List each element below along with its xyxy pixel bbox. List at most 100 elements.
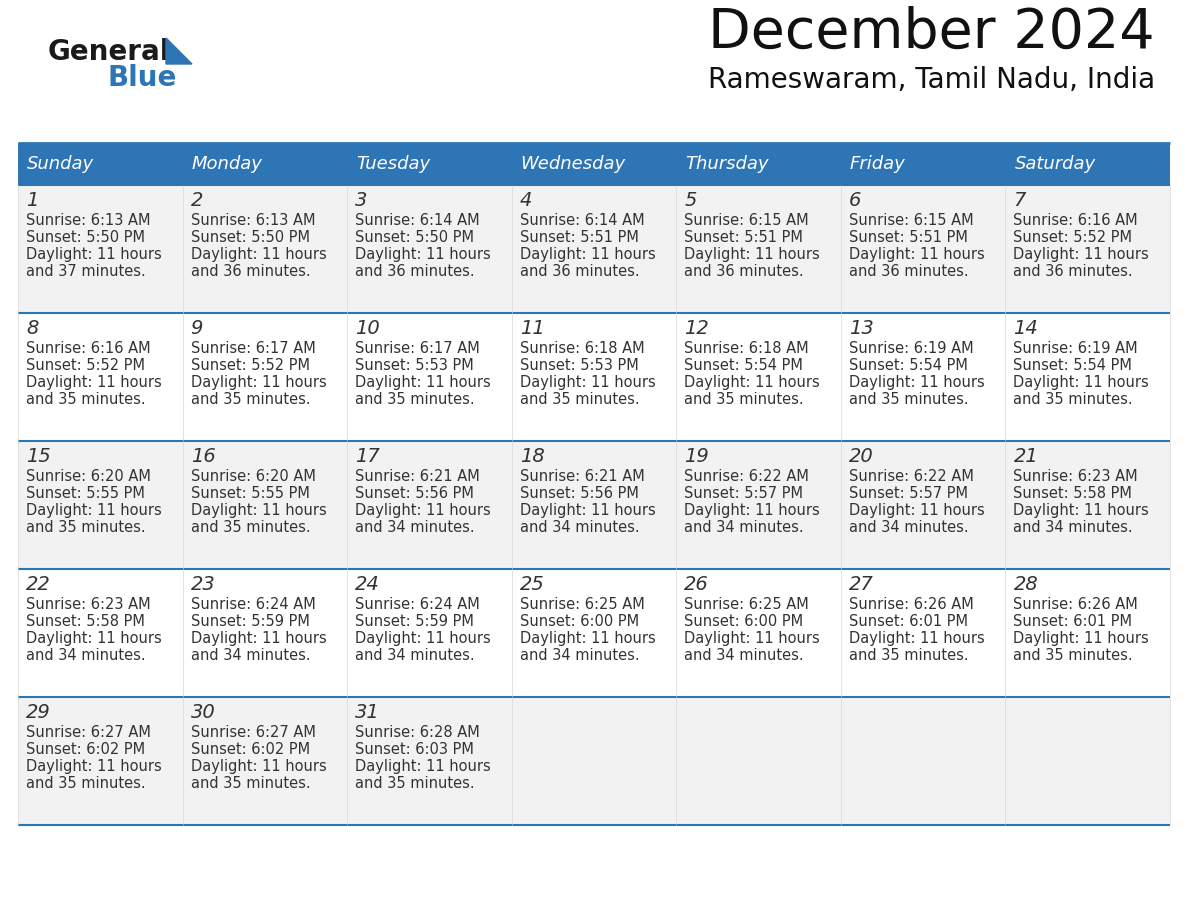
Text: Sunset: 5:57 PM: Sunset: 5:57 PM bbox=[684, 486, 803, 501]
Text: and 34 minutes.: and 34 minutes. bbox=[190, 648, 310, 663]
Text: Sunrise: 6:26 AM: Sunrise: 6:26 AM bbox=[849, 597, 974, 612]
Text: Daylight: 11 hours: Daylight: 11 hours bbox=[849, 503, 985, 518]
Text: Sunrise: 6:17 AM: Sunrise: 6:17 AM bbox=[355, 341, 480, 356]
Text: 10: 10 bbox=[355, 319, 380, 338]
Bar bbox=[512, 143, 676, 185]
Text: and 35 minutes.: and 35 minutes. bbox=[519, 392, 639, 407]
Text: 23: 23 bbox=[190, 575, 215, 594]
Text: 17: 17 bbox=[355, 447, 380, 466]
Text: Sunrise: 6:23 AM: Sunrise: 6:23 AM bbox=[26, 597, 151, 612]
Text: 29: 29 bbox=[26, 703, 51, 722]
Text: Daylight: 11 hours: Daylight: 11 hours bbox=[190, 247, 327, 262]
Text: 14: 14 bbox=[1013, 319, 1038, 338]
Text: Daylight: 11 hours: Daylight: 11 hours bbox=[519, 503, 656, 518]
Text: and 34 minutes.: and 34 minutes. bbox=[519, 648, 639, 663]
Text: Sunset: 5:59 PM: Sunset: 5:59 PM bbox=[190, 614, 309, 629]
Text: Sunset: 6:00 PM: Sunset: 6:00 PM bbox=[684, 614, 803, 629]
Text: Daylight: 11 hours: Daylight: 11 hours bbox=[519, 375, 656, 390]
Text: 26: 26 bbox=[684, 575, 709, 594]
Text: and 34 minutes.: and 34 minutes. bbox=[355, 648, 475, 663]
Text: Sunset: 5:56 PM: Sunset: 5:56 PM bbox=[355, 486, 474, 501]
Bar bbox=[18, 569, 1170, 697]
Text: Sunrise: 6:24 AM: Sunrise: 6:24 AM bbox=[355, 597, 480, 612]
Text: and 35 minutes.: and 35 minutes. bbox=[355, 392, 475, 407]
Text: 18: 18 bbox=[519, 447, 544, 466]
Text: Sunset: 5:51 PM: Sunset: 5:51 PM bbox=[684, 230, 803, 245]
Text: and 35 minutes.: and 35 minutes. bbox=[1013, 392, 1133, 407]
Text: Sunrise: 6:13 AM: Sunrise: 6:13 AM bbox=[190, 213, 315, 228]
Text: Sunrise: 6:22 AM: Sunrise: 6:22 AM bbox=[684, 469, 809, 484]
Text: and 34 minutes.: and 34 minutes. bbox=[355, 520, 475, 535]
Text: Daylight: 11 hours: Daylight: 11 hours bbox=[26, 759, 162, 774]
Text: Daylight: 11 hours: Daylight: 11 hours bbox=[355, 759, 491, 774]
Text: Sunday: Sunday bbox=[27, 155, 94, 173]
Bar bbox=[183, 143, 347, 185]
Text: Sunset: 5:52 PM: Sunset: 5:52 PM bbox=[26, 358, 145, 373]
Text: Daylight: 11 hours: Daylight: 11 hours bbox=[849, 247, 985, 262]
Text: and 35 minutes.: and 35 minutes. bbox=[26, 520, 146, 535]
Text: Sunrise: 6:20 AM: Sunrise: 6:20 AM bbox=[190, 469, 316, 484]
Text: 30: 30 bbox=[190, 703, 215, 722]
Text: Sunrise: 6:20 AM: Sunrise: 6:20 AM bbox=[26, 469, 151, 484]
Text: Sunset: 6:01 PM: Sunset: 6:01 PM bbox=[1013, 614, 1132, 629]
Text: Daylight: 11 hours: Daylight: 11 hours bbox=[519, 631, 656, 646]
Text: Sunset: 5:59 PM: Sunset: 5:59 PM bbox=[355, 614, 474, 629]
Text: and 34 minutes.: and 34 minutes. bbox=[26, 648, 146, 663]
Text: Sunrise: 6:26 AM: Sunrise: 6:26 AM bbox=[1013, 597, 1138, 612]
Text: Daylight: 11 hours: Daylight: 11 hours bbox=[849, 631, 985, 646]
Text: Sunset: 5:56 PM: Sunset: 5:56 PM bbox=[519, 486, 639, 501]
Text: Sunset: 6:02 PM: Sunset: 6:02 PM bbox=[26, 742, 145, 757]
Text: Sunrise: 6:15 AM: Sunrise: 6:15 AM bbox=[684, 213, 809, 228]
Text: Sunrise: 6:23 AM: Sunrise: 6:23 AM bbox=[1013, 469, 1138, 484]
Text: Daylight: 11 hours: Daylight: 11 hours bbox=[355, 247, 491, 262]
Text: Daylight: 11 hours: Daylight: 11 hours bbox=[684, 375, 820, 390]
Text: Sunset: 6:00 PM: Sunset: 6:00 PM bbox=[519, 614, 639, 629]
Text: Sunrise: 6:27 AM: Sunrise: 6:27 AM bbox=[26, 725, 151, 740]
Text: Sunrise: 6:19 AM: Sunrise: 6:19 AM bbox=[849, 341, 973, 356]
Text: Daylight: 11 hours: Daylight: 11 hours bbox=[519, 247, 656, 262]
Text: 21: 21 bbox=[1013, 447, 1038, 466]
Text: Sunset: 5:51 PM: Sunset: 5:51 PM bbox=[519, 230, 639, 245]
Text: 12: 12 bbox=[684, 319, 709, 338]
Text: and 36 minutes.: and 36 minutes. bbox=[355, 264, 475, 279]
Text: 19: 19 bbox=[684, 447, 709, 466]
Text: and 34 minutes.: and 34 minutes. bbox=[1013, 520, 1133, 535]
Text: and 34 minutes.: and 34 minutes. bbox=[519, 520, 639, 535]
Text: Sunset: 6:03 PM: Sunset: 6:03 PM bbox=[355, 742, 474, 757]
Text: and 35 minutes.: and 35 minutes. bbox=[190, 520, 310, 535]
Text: Blue: Blue bbox=[108, 64, 177, 92]
Text: 25: 25 bbox=[519, 575, 544, 594]
Bar bbox=[18, 697, 1170, 825]
Text: Daylight: 11 hours: Daylight: 11 hours bbox=[26, 503, 162, 518]
Text: Sunset: 6:01 PM: Sunset: 6:01 PM bbox=[849, 614, 968, 629]
Text: Sunset: 5:58 PM: Sunset: 5:58 PM bbox=[26, 614, 145, 629]
Text: Daylight: 11 hours: Daylight: 11 hours bbox=[355, 375, 491, 390]
Text: 15: 15 bbox=[26, 447, 51, 466]
Text: Sunset: 5:54 PM: Sunset: 5:54 PM bbox=[1013, 358, 1132, 373]
Text: Sunset: 5:53 PM: Sunset: 5:53 PM bbox=[519, 358, 638, 373]
Text: Saturday: Saturday bbox=[1015, 155, 1095, 173]
Text: Sunrise: 6:21 AM: Sunrise: 6:21 AM bbox=[355, 469, 480, 484]
Text: 4: 4 bbox=[519, 191, 532, 210]
Text: Daylight: 11 hours: Daylight: 11 hours bbox=[190, 503, 327, 518]
Text: Daylight: 11 hours: Daylight: 11 hours bbox=[26, 375, 162, 390]
Text: and 35 minutes.: and 35 minutes. bbox=[26, 776, 146, 791]
Text: Sunset: 5:54 PM: Sunset: 5:54 PM bbox=[684, 358, 803, 373]
Text: Sunset: 5:54 PM: Sunset: 5:54 PM bbox=[849, 358, 968, 373]
Text: 20: 20 bbox=[849, 447, 873, 466]
Text: Sunrise: 6:14 AM: Sunrise: 6:14 AM bbox=[355, 213, 480, 228]
Text: Sunrise: 6:13 AM: Sunrise: 6:13 AM bbox=[26, 213, 151, 228]
Text: 11: 11 bbox=[519, 319, 544, 338]
Text: Daylight: 11 hours: Daylight: 11 hours bbox=[684, 503, 820, 518]
Text: 13: 13 bbox=[849, 319, 873, 338]
Bar bbox=[841, 143, 1005, 185]
Text: 7: 7 bbox=[1013, 191, 1025, 210]
Text: Sunset: 5:55 PM: Sunset: 5:55 PM bbox=[190, 486, 309, 501]
Text: December 2024: December 2024 bbox=[708, 6, 1155, 60]
Text: Sunset: 5:57 PM: Sunset: 5:57 PM bbox=[849, 486, 968, 501]
Text: Daylight: 11 hours: Daylight: 11 hours bbox=[26, 631, 162, 646]
Text: Sunset: 5:50 PM: Sunset: 5:50 PM bbox=[355, 230, 474, 245]
Text: Sunrise: 6:16 AM: Sunrise: 6:16 AM bbox=[1013, 213, 1138, 228]
Text: 8: 8 bbox=[26, 319, 38, 338]
Text: Friday: Friday bbox=[849, 155, 905, 173]
